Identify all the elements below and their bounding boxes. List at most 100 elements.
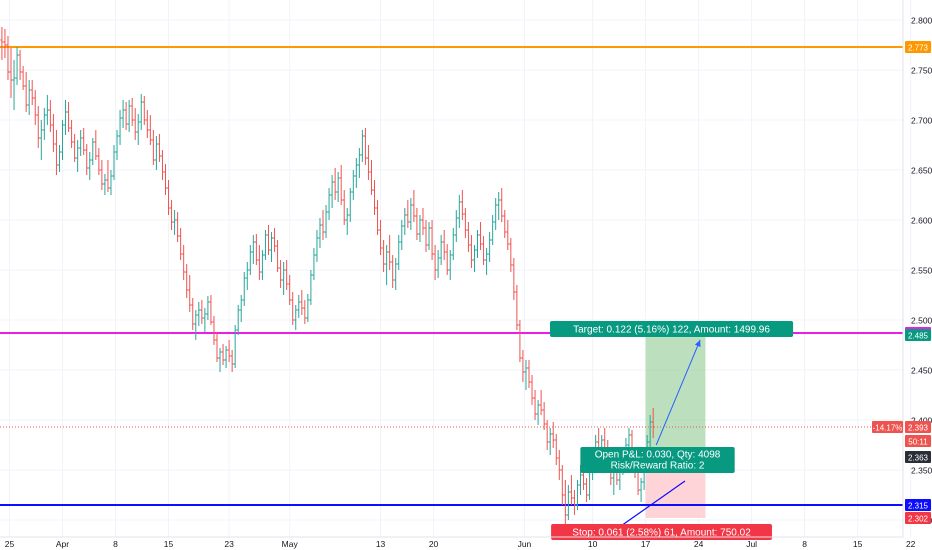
time-tick-label: 13 xyxy=(376,539,386,549)
ohlc-bar xyxy=(169,200,174,230)
ohlc-bar xyxy=(551,422,555,448)
ohlc-bar xyxy=(548,428,552,455)
time-tick-label: 10 xyxy=(588,539,598,549)
projection-arrow-line xyxy=(655,339,701,446)
ohlc-bar xyxy=(218,348,222,372)
time-tick-label: 8 xyxy=(802,539,807,549)
ohlc-bar xyxy=(584,478,589,502)
ohlc-bar xyxy=(397,235,401,270)
ohlc-bar xyxy=(166,180,171,215)
ohlc-bar xyxy=(381,240,386,272)
price-tick-label: 2.800 xyxy=(911,16,932,26)
ohlc-bar xyxy=(127,100,131,132)
ohlc-bar xyxy=(130,98,134,126)
ohlc-bar xyxy=(563,480,567,525)
ohlc-bar xyxy=(112,145,116,180)
ohlc-bar xyxy=(518,320,522,362)
ohlc-bar xyxy=(391,255,395,288)
ohlc-bar xyxy=(272,228,277,252)
ohlc-bar xyxy=(466,222,471,252)
ohlc-bar xyxy=(372,180,377,215)
ohlc-bar xyxy=(85,144,89,175)
ohlc-bar xyxy=(124,102,128,130)
price-tick-label: 2.600 xyxy=(911,216,932,226)
ohlc-bar xyxy=(24,72,28,112)
ohlc-bar xyxy=(554,434,558,465)
ohlc-bar xyxy=(188,275,192,312)
ohlc-bar xyxy=(239,295,243,322)
ohlc-bar xyxy=(357,148,361,178)
open-pnl-label-bg xyxy=(580,447,735,473)
ohlc-bar xyxy=(151,130,155,165)
ohlc-bar xyxy=(366,145,371,180)
ohlc-bar xyxy=(18,50,22,80)
ohlc-bar xyxy=(454,210,458,242)
stop-label: Stop: 0.061 (2.58%) 61, Amount: 750.02 xyxy=(551,524,772,540)
ohlc-bar xyxy=(194,310,198,340)
trendline xyxy=(613,480,686,532)
ohlc-bar xyxy=(506,220,510,250)
ohlc-bar xyxy=(109,170,113,195)
ohlc-bar xyxy=(303,300,307,324)
price-tag-5: 2.302 xyxy=(905,512,931,524)
ohlc-bar xyxy=(327,188,331,220)
ohlc-bar xyxy=(157,134,162,162)
ohlc-bar xyxy=(245,262,249,290)
time-tick-label: 20 xyxy=(429,539,439,549)
ohlc-bar xyxy=(263,230,268,260)
ohlc-bar xyxy=(557,450,561,480)
ohlc-bar xyxy=(394,258,398,290)
ohlc-bar xyxy=(182,245,186,280)
ohlc-bar xyxy=(288,275,292,305)
ohlc-bar xyxy=(500,188,504,222)
ohlc-bar xyxy=(221,344,225,365)
ohlc-bar xyxy=(224,346,228,368)
ohlc-bar xyxy=(39,120,43,160)
ohlc-bar xyxy=(88,152,92,180)
drawings[interactable] xyxy=(613,339,701,532)
ohlc-bar xyxy=(463,208,467,238)
ohlc-bar xyxy=(6,36,10,80)
ohlc-bar xyxy=(575,480,580,510)
price-tag-2-bg xyxy=(905,421,931,433)
profit-zone xyxy=(645,335,706,457)
price-tag-3-bg xyxy=(905,435,931,447)
price-tag-1: 2.485 xyxy=(905,329,931,341)
ohlc-bar xyxy=(215,332,219,362)
pct-change-tag: -14.17% xyxy=(872,421,903,433)
ohlc-bar xyxy=(275,240,280,272)
price-tag-4-bg xyxy=(905,451,931,463)
ohlc-bar xyxy=(139,94,143,130)
ohlc-bar xyxy=(427,222,431,250)
ohlc-bar xyxy=(318,218,322,248)
ohlc-bar xyxy=(118,110,122,145)
ohlc-bar xyxy=(0,27,4,60)
ohlc-bar xyxy=(488,232,492,262)
ohlc-bar xyxy=(60,120,65,160)
ohlc-bar xyxy=(442,230,446,260)
ohlc-bar xyxy=(36,106,40,148)
ohlc-bar xyxy=(45,95,49,125)
ohlc-bar xyxy=(475,230,480,258)
ohlc-bar xyxy=(339,165,343,205)
ohlc-bar xyxy=(345,208,349,235)
ohlc-bar xyxy=(76,140,80,172)
ohlc-bars xyxy=(0,27,655,525)
ohlc-bar xyxy=(73,134,77,162)
ohlc-bar xyxy=(491,215,495,245)
ohlc-bar xyxy=(572,490,577,515)
price-tick-label: 2.400 xyxy=(911,416,932,426)
ohlc-bar xyxy=(512,258,516,300)
ohlc-bar xyxy=(91,138,95,165)
ohlc-bar xyxy=(360,130,364,162)
ohlc-bar xyxy=(115,130,119,160)
ohlc-bar xyxy=(266,225,271,255)
ohlc-bar xyxy=(378,220,383,255)
ohlc-bar xyxy=(478,222,483,250)
ohlc-bar xyxy=(530,375,534,405)
ohlc-bar xyxy=(21,66,25,90)
ohlc-bar xyxy=(406,200,410,228)
